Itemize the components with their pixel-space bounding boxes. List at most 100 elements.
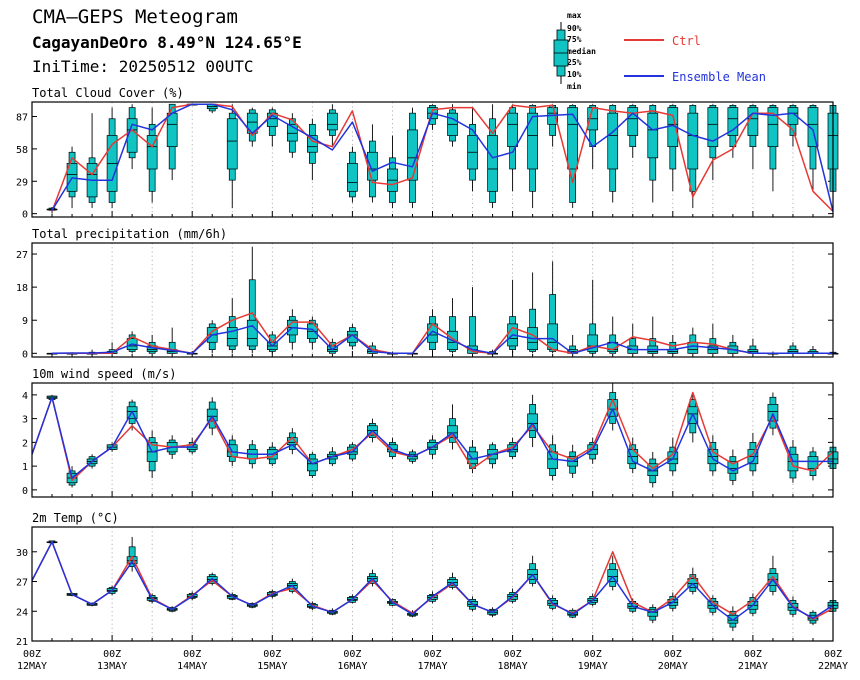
ensemble-mean-line bbox=[51, 324, 833, 355]
box-plot bbox=[166, 103, 178, 181]
box-inner bbox=[527, 112, 538, 170]
box-plot bbox=[587, 104, 599, 169]
box-plot bbox=[527, 104, 538, 209]
y-tick-label: 30 bbox=[16, 548, 28, 559]
box-plot bbox=[427, 104, 438, 130]
ensemble-mean-line bbox=[32, 396, 833, 479]
box-plot bbox=[226, 298, 238, 354]
x-tick-hour: 00Z bbox=[824, 649, 842, 660]
box-plot bbox=[607, 104, 619, 203]
panel-frame bbox=[31, 101, 834, 218]
box-inner bbox=[487, 135, 498, 192]
box-inner bbox=[307, 135, 318, 153]
x-tick-date: 13MAY bbox=[97, 661, 127, 672]
y-tick-label: 0 bbox=[22, 210, 28, 221]
box-inner bbox=[547, 323, 559, 350]
box-plot bbox=[667, 334, 679, 354]
legend: max 90% 75% median 25% 10% min Ctrl Ensemble Mea… bbox=[553, 11, 766, 91]
box-plot bbox=[447, 298, 458, 354]
box-inner bbox=[727, 107, 739, 136]
y-tick-label: 1 bbox=[22, 462, 28, 473]
panel-2: Total precipitation (mm/6h) 0 9 18 27 bbox=[16, 227, 839, 360]
box-inner bbox=[607, 569, 619, 582]
ensemble-mean-line bbox=[32, 541, 833, 621]
box-inner bbox=[807, 107, 819, 148]
panel-title: 2m Temp (°C) bbox=[32, 511, 119, 525]
box-plot bbox=[447, 404, 458, 450]
box-plot bbox=[787, 104, 799, 147]
y-tick-label: 4 bbox=[22, 391, 28, 402]
box-inner bbox=[747, 107, 759, 136]
box-inner bbox=[767, 107, 779, 148]
box-plot bbox=[307, 451, 318, 478]
box-inner bbox=[687, 112, 699, 170]
init-time-label: IniTime: 20250512 00UTC bbox=[32, 57, 254, 76]
box-inner bbox=[447, 425, 458, 438]
box-inner bbox=[767, 404, 779, 422]
x-tick-hour: 00Z bbox=[103, 649, 121, 660]
x-tick-hour: 00Z bbox=[23, 649, 41, 660]
ctrl-series-line bbox=[51, 103, 833, 212]
box-inner bbox=[367, 151, 378, 181]
box-plot bbox=[687, 104, 699, 209]
y-tick-label: 0 bbox=[22, 349, 28, 360]
legend-box-label: min bbox=[567, 81, 582, 91]
legend-ctrl-label: Ctrl bbox=[672, 34, 701, 48]
panel-3: 10m wind speed (m/s) 0 1 2 3 4 bbox=[22, 367, 839, 498]
x-tick-hour: 00Z bbox=[744, 649, 762, 660]
box-plot bbox=[527, 272, 538, 354]
box-plot bbox=[707, 435, 719, 476]
y-tick-label: 58 bbox=[16, 145, 28, 156]
box-plot bbox=[807, 447, 819, 481]
box-plot bbox=[747, 338, 759, 354]
box-plot bbox=[787, 342, 799, 354]
y-tick-label: 27 bbox=[16, 250, 28, 261]
box-inner bbox=[727, 614, 739, 624]
box-plot bbox=[767, 392, 779, 436]
box-plot bbox=[246, 246, 258, 354]
x-tick-hour: 00Z bbox=[263, 649, 281, 660]
box-inner bbox=[166, 112, 178, 148]
box-inner bbox=[126, 118, 138, 153]
panel-title: 10m wind speed (m/s) bbox=[32, 367, 177, 381]
box-plot bbox=[607, 555, 619, 591]
x-tick-hour: 00Z bbox=[504, 649, 522, 660]
box-inner bbox=[627, 107, 639, 136]
box-plot bbox=[647, 316, 659, 354]
x-tick-hour: 00Z bbox=[343, 649, 361, 660]
series-group bbox=[32, 541, 833, 621]
x-tick-date: 19MAY bbox=[578, 661, 608, 672]
x-tick-hour: 00Z bbox=[423, 649, 441, 660]
box-inner bbox=[286, 123, 298, 142]
x-tick-date: 15MAY bbox=[257, 661, 287, 672]
x-tick-date: 14MAY bbox=[177, 661, 207, 672]
box-plot bbox=[527, 394, 538, 448]
y-tick-label: 18 bbox=[16, 283, 28, 294]
box-plot bbox=[507, 279, 518, 354]
x-tick-date: 18MAY bbox=[498, 661, 528, 672]
box-plot bbox=[327, 104, 338, 147]
box-inner bbox=[427, 442, 438, 450]
box-inner bbox=[507, 112, 518, 148]
legend-box-label: median bbox=[567, 46, 596, 56]
box-inner bbox=[647, 112, 659, 159]
y-tick-label: 27 bbox=[16, 578, 28, 589]
box-plot bbox=[126, 331, 138, 354]
box-plot bbox=[467, 107, 478, 192]
box-plot bbox=[387, 135, 398, 209]
box-inner bbox=[707, 107, 719, 148]
x-tick-date: 12MAY bbox=[17, 661, 47, 672]
box-inner bbox=[407, 129, 418, 181]
legend-box-label: 75% bbox=[567, 35, 582, 44]
box-inner bbox=[327, 112, 338, 131]
box-outer bbox=[549, 294, 557, 352]
panel-title: Total precipitation (mm/6h) bbox=[32, 227, 227, 241]
box-inner bbox=[607, 112, 619, 170]
y-tick-label: 9 bbox=[22, 316, 28, 327]
box-inner bbox=[246, 319, 258, 347]
box-plot bbox=[467, 287, 478, 354]
box-inner bbox=[146, 135, 158, 170]
y-tick-label: 29 bbox=[16, 177, 28, 188]
box-plot bbox=[727, 606, 739, 632]
